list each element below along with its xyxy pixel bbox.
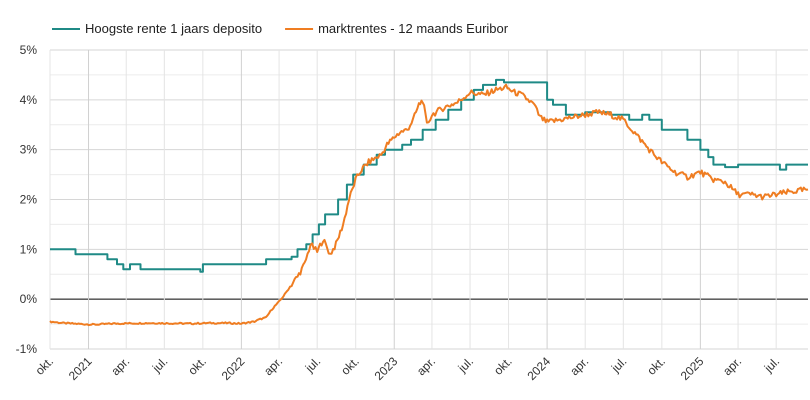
x-tick-label: jul. <box>302 354 323 375</box>
legend-label-0: Hoogste rente 1 jaars deposito <box>85 21 262 36</box>
chart-legend: Hoogste rente 1 jaars deposito marktrente… <box>52 21 509 36</box>
x-tick-label: okt. <box>644 354 668 378</box>
y-tick-label: 1% <box>20 242 38 256</box>
chart-grid <box>49 49 808 350</box>
legend-label-1: marktrentes - 12 maands Euribor <box>318 21 509 36</box>
x-tick-label: apr. <box>108 354 132 378</box>
x-tick-label: 2024 <box>524 354 553 383</box>
x-tick-label: 2025 <box>678 354 707 383</box>
y-tick-label: 3% <box>20 143 38 157</box>
y-tick-label: 4% <box>20 93 38 107</box>
y-tick-label: 2% <box>20 193 38 207</box>
x-tick-label: 2023 <box>372 354 401 383</box>
y-axis: -1% 0% 1% 2% 3% 4% 5% <box>16 43 38 356</box>
y-tick-label: 5% <box>20 43 38 57</box>
x-tick-label: jul. <box>455 354 476 375</box>
series-line-1 <box>49 83 809 327</box>
x-tick-label: jul. <box>761 354 782 375</box>
x-tick-label: apr. <box>414 354 438 378</box>
x-tick-label: 2021 <box>66 354 95 383</box>
y-tick-label: -1% <box>16 342 38 356</box>
x-axis: okt. 2021 apr. jul. okt. 2022 apr. jul. okt. 2023… <box>33 354 783 383</box>
x-tick-label: okt. <box>185 354 209 378</box>
x-tick-label: okt. <box>491 354 515 378</box>
x-tick-label: 2022 <box>219 354 248 383</box>
x-tick-label: jul. <box>608 354 629 375</box>
series-line-0 <box>50 78 808 273</box>
x-tick-label: jul. <box>149 354 170 375</box>
x-tick-label: apr. <box>567 354 591 378</box>
x-tick-label: okt. <box>338 354 362 378</box>
x-tick-label: okt. <box>33 354 57 378</box>
y-tick-label: 0% <box>20 292 38 306</box>
chart-lines <box>49 78 809 327</box>
x-tick-label: apr. <box>720 354 744 378</box>
x-tick-label: apr. <box>261 354 285 378</box>
